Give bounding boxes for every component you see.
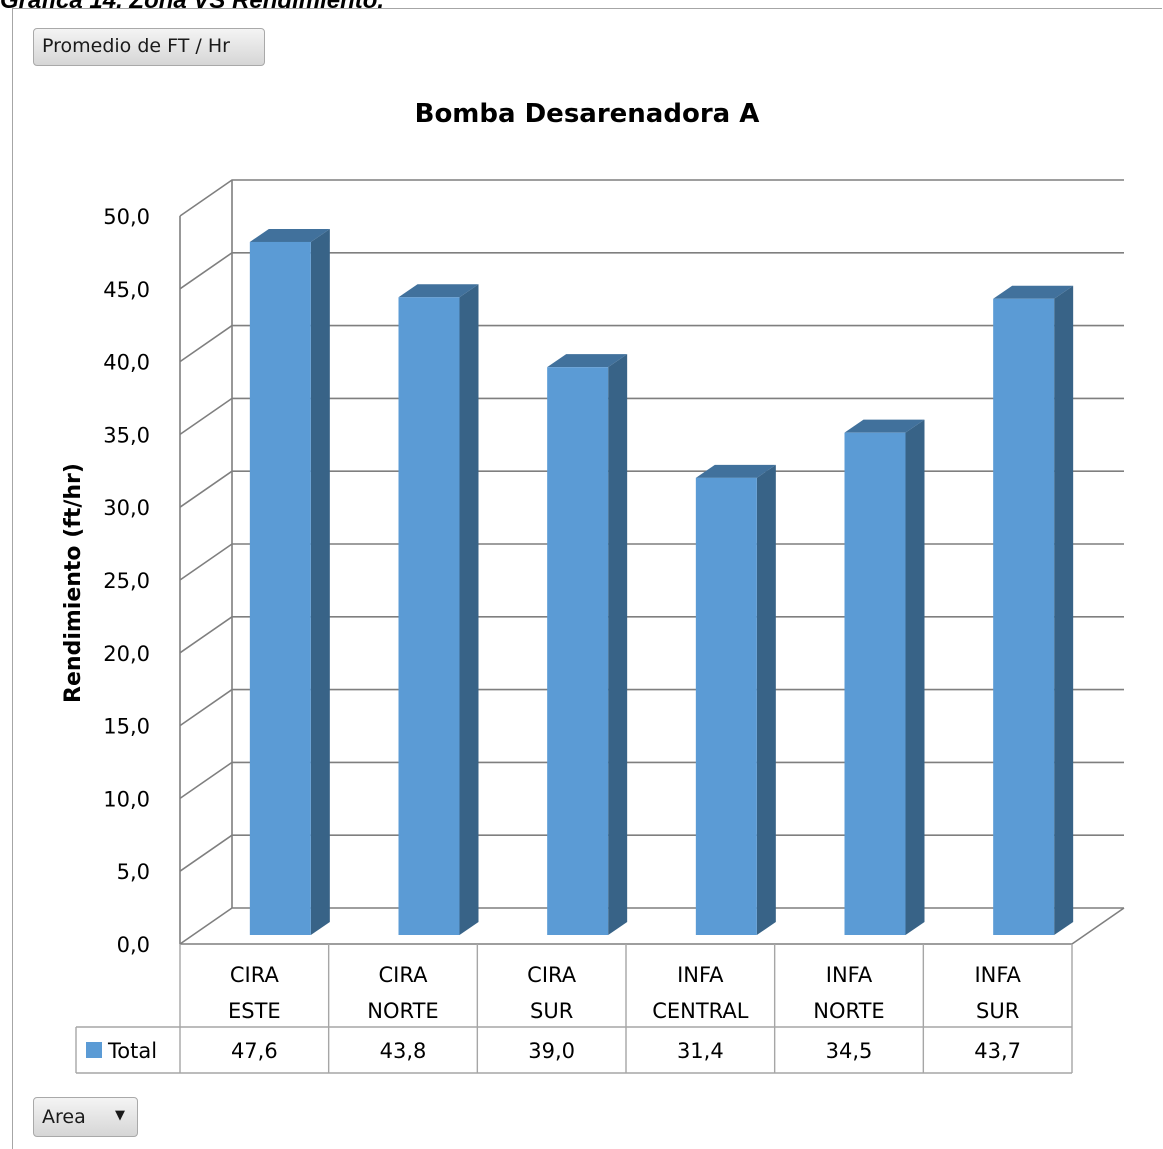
y-tick-label: 30,0 xyxy=(103,496,150,520)
value-field-label: Promedio de FT / Hr xyxy=(42,35,230,57)
y-axis-ticks: 0,0 5,0 10,0 15,0 20,0 25,0 30,0 35,0 40,0 45,0 50… xyxy=(103,205,150,957)
bar-top xyxy=(249,228,330,242)
bar-front xyxy=(844,432,906,935)
value-field-button[interactable]: Promedio de FT / Hr xyxy=(33,28,265,66)
y-tick-label: 5,0 xyxy=(117,860,150,884)
bar-top xyxy=(695,464,776,478)
y-tick-label: 10,0 xyxy=(103,787,150,811)
bar xyxy=(249,228,330,936)
y-tick-label: 40,0 xyxy=(103,351,150,375)
bar xyxy=(547,354,628,935)
x-category-label: CIRA NORTE xyxy=(367,963,438,1023)
data-table: CIRA ESTE 47,6 CIRA NORTE 43,8 CIRA SUR 39,0 INFA… xyxy=(75,944,1073,1074)
data-label: 31,4 xyxy=(677,1039,724,1063)
x-category-label: CIRA ESTE xyxy=(228,963,281,1023)
y-axis-title: Rendimiento (ft/hr) xyxy=(61,463,86,703)
area-filter-label: Area xyxy=(42,1106,86,1128)
bar-side xyxy=(1054,285,1074,935)
bar-top xyxy=(993,285,1074,299)
bar-side xyxy=(608,354,628,935)
legend-swatch xyxy=(86,1042,102,1058)
bar-front xyxy=(993,298,1055,935)
bar-top xyxy=(844,419,925,433)
bar-front xyxy=(398,297,460,936)
bar-side xyxy=(756,464,776,935)
x-category-label: INFA SUR xyxy=(974,963,1021,1023)
y-tick-label: 25,0 xyxy=(103,569,150,593)
y-tick-label: 20,0 xyxy=(103,642,150,666)
y-tick-label: 15,0 xyxy=(103,715,150,739)
bar-front xyxy=(695,477,757,935)
bar-top xyxy=(398,284,479,298)
chart-title: Bomba Desarenadora A xyxy=(415,99,760,129)
bar-front xyxy=(547,367,609,935)
bar-side xyxy=(905,419,925,935)
legend-series-name: Total xyxy=(107,1039,157,1063)
y-tick-label: 35,0 xyxy=(103,423,150,447)
y-tick-label: 0,0 xyxy=(117,933,150,957)
page-title: Gráfica 14. Zona VS Rendimiento. xyxy=(0,0,385,14)
y-tick-label: 50,0 xyxy=(103,205,150,229)
pivot-chart-frame xyxy=(12,8,1162,1149)
x-category-label: INFA CENTRAL xyxy=(652,963,749,1023)
bar-top xyxy=(547,354,628,368)
x-category-label: CIRA SUR xyxy=(527,963,577,1023)
bar-front xyxy=(249,241,311,936)
bar-side xyxy=(310,228,330,936)
area-filter-button[interactable]: Area ▼ xyxy=(33,1097,138,1137)
bar xyxy=(993,285,1074,935)
chevron-down-icon: ▼ xyxy=(115,1108,125,1123)
bar xyxy=(844,419,925,935)
bars xyxy=(249,228,1074,936)
gridline xyxy=(179,179,1124,217)
data-label: 34,5 xyxy=(826,1039,873,1063)
x-category-label: INFA NORTE xyxy=(813,963,884,1023)
bar xyxy=(695,464,776,935)
data-label: 43,8 xyxy=(380,1039,427,1063)
data-label: 39,0 xyxy=(528,1039,575,1063)
data-label: 47,6 xyxy=(231,1039,278,1063)
bar xyxy=(398,284,479,936)
data-label: 43,7 xyxy=(974,1039,1021,1063)
y-tick-label: 45,0 xyxy=(103,278,150,302)
bar-side xyxy=(459,284,479,936)
